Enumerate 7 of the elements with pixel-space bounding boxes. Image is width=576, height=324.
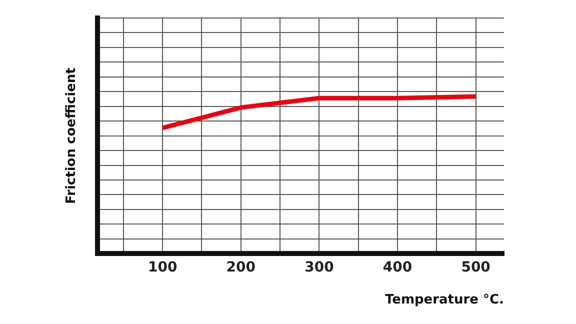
x-tick-label: 100 (148, 260, 178, 276)
x-tick-label: 200 (226, 260, 256, 276)
x-tick-label: 300 (304, 260, 334, 276)
x-tick-label: 400 (382, 260, 412, 276)
y-axis-title: Friction coefficient (64, 68, 80, 204)
x-tick-label: 500 (461, 260, 491, 276)
x-axis-title: Temperature °C. (384, 292, 504, 308)
